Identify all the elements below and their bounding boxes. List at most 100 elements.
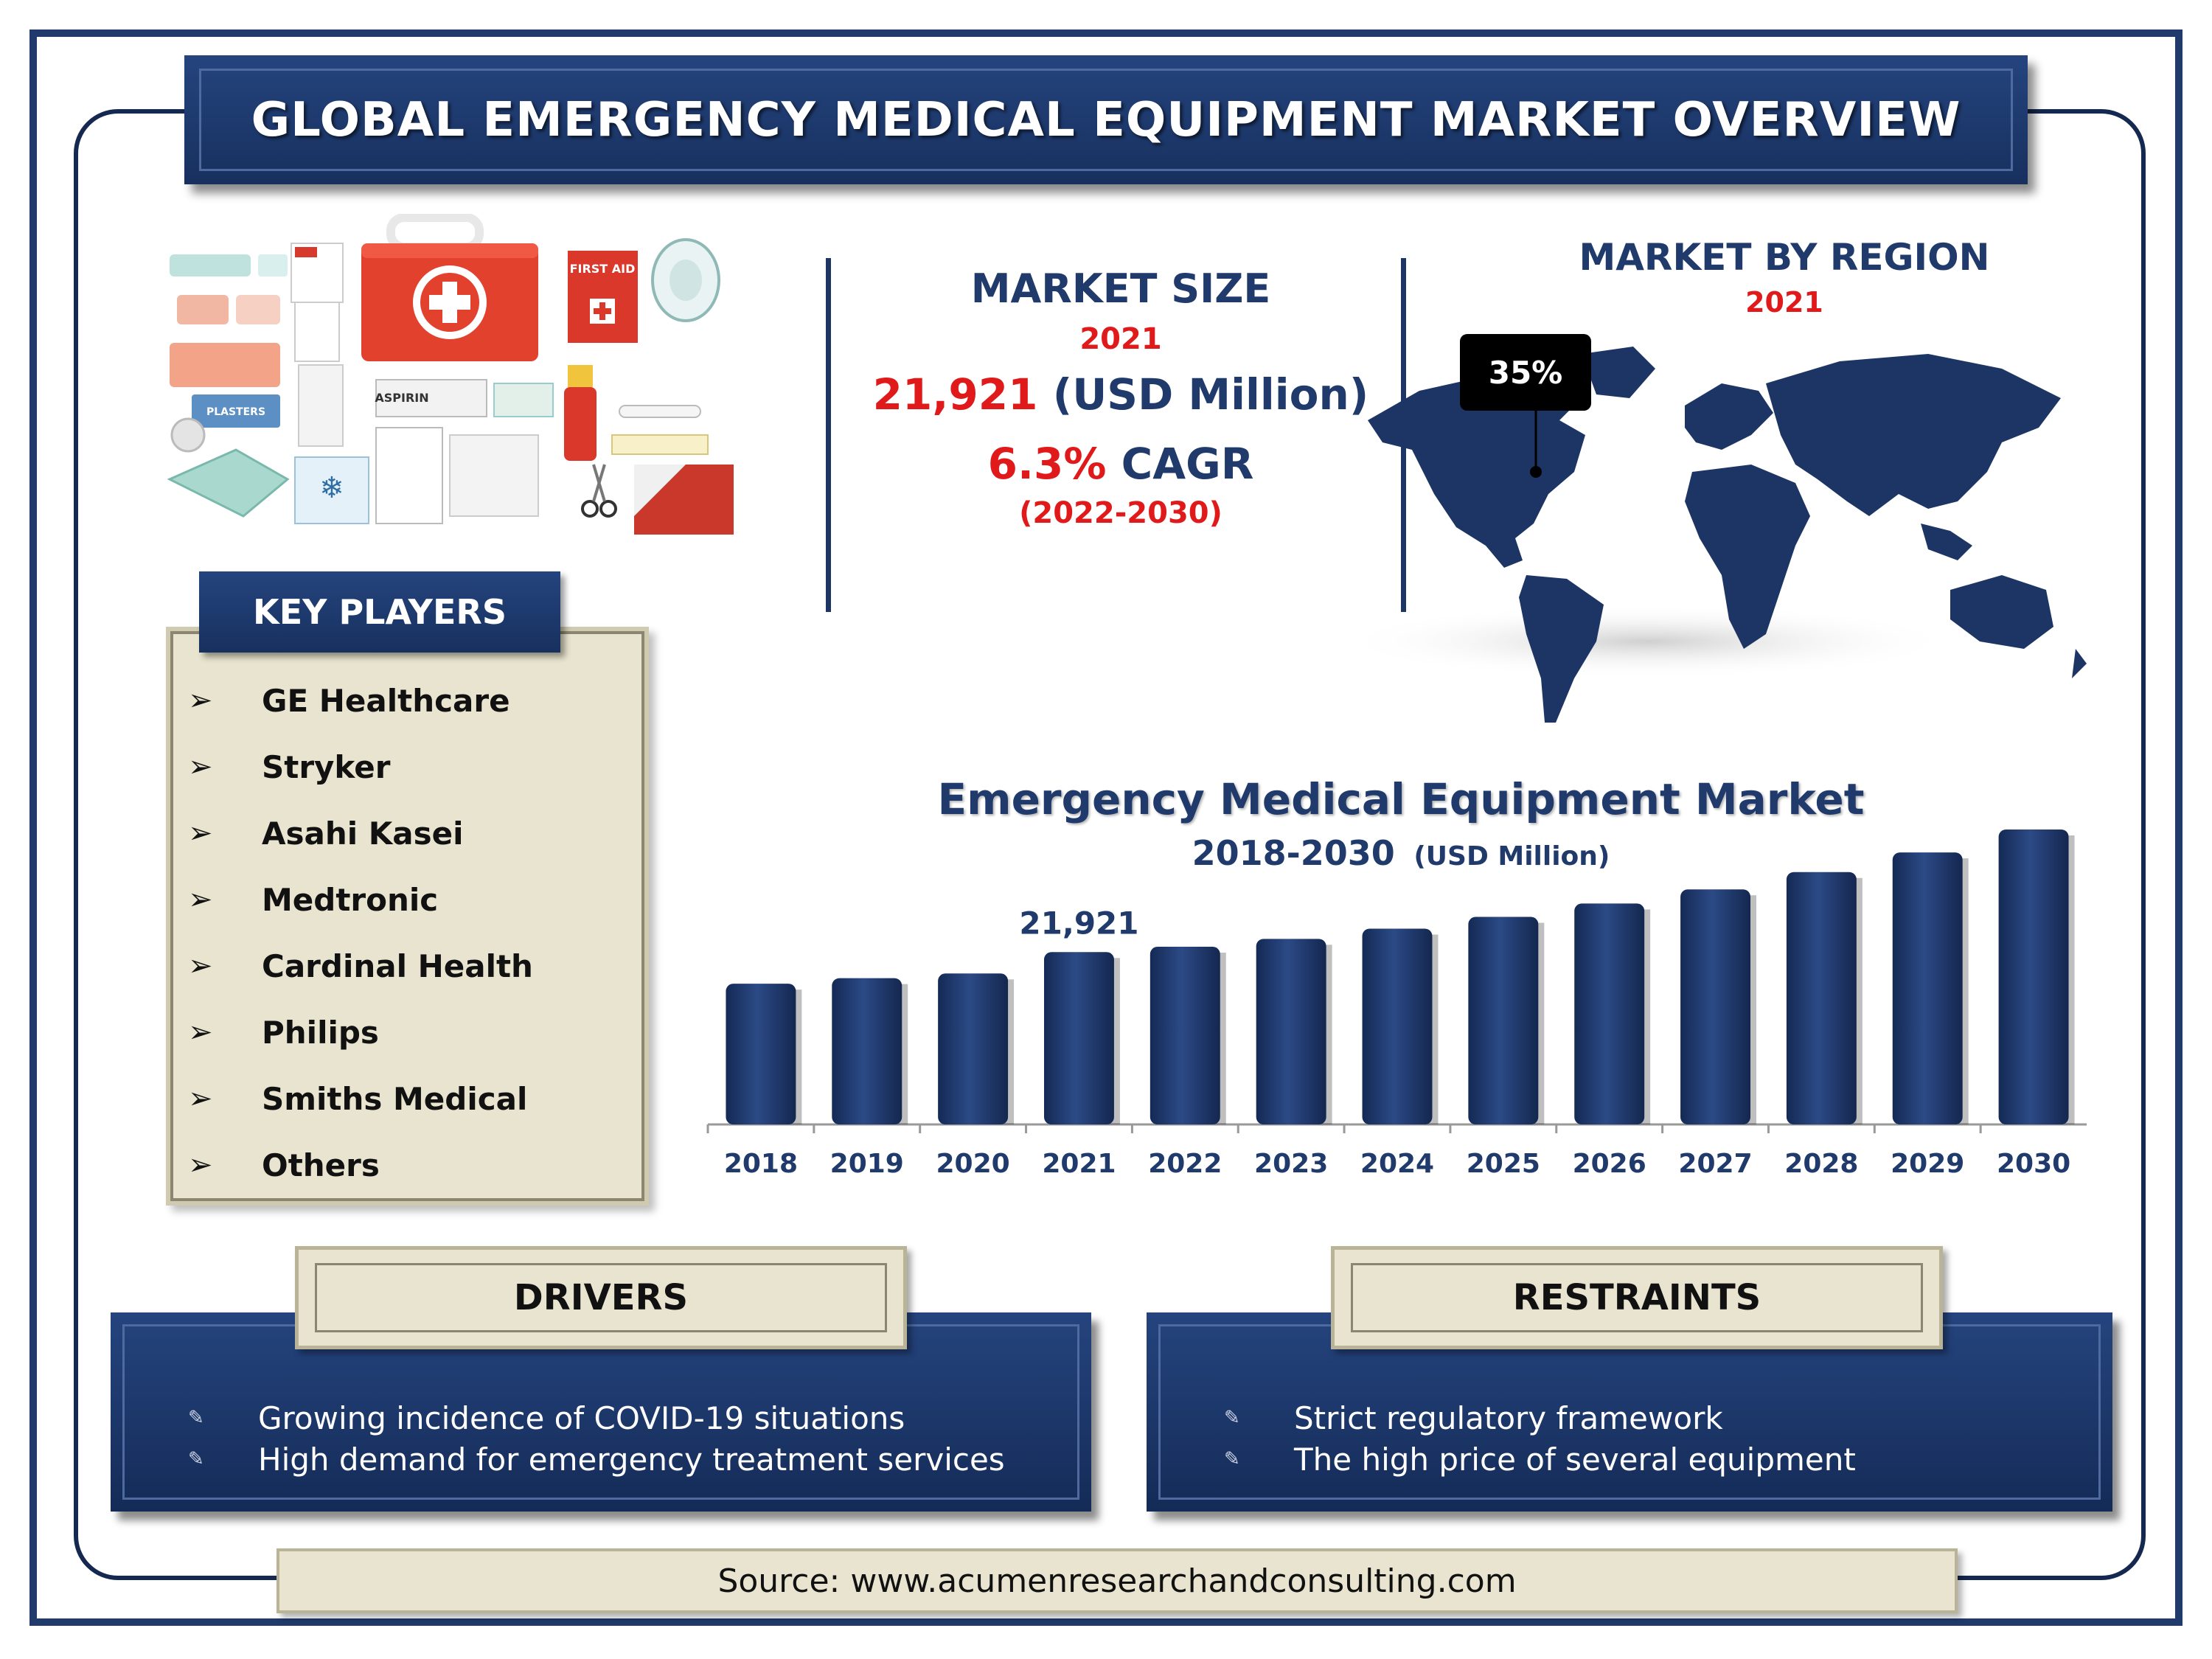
arrow-bullet-icon: ➢ xyxy=(188,1082,213,1116)
list-item: ➢ Others xyxy=(188,1147,380,1183)
bar-2022 xyxy=(1150,947,1220,1124)
chart-subtitle-years: 2018-2030 xyxy=(1192,833,1395,873)
region-panel: MARKET BY REGION 2021 xyxy=(1386,236,2183,319)
bar-2023 xyxy=(1256,939,1326,1124)
tick-label-2018: 2018 xyxy=(724,1149,798,1179)
region-callout: 35% xyxy=(1460,334,1591,411)
tick-label-2021: 2021 xyxy=(1042,1149,1116,1179)
arrow-bullet-icon: ➢ xyxy=(188,1015,213,1049)
arrow-bullet-icon: ➢ xyxy=(188,949,213,983)
tick-label-2020: 2020 xyxy=(936,1149,1010,1179)
thermometer xyxy=(619,405,701,418)
aspirin-label: ASPIRIN xyxy=(375,391,428,405)
plasters-label: PLASTERS xyxy=(206,406,265,418)
ointment-tube xyxy=(611,434,709,455)
key-players-panel xyxy=(166,627,649,1206)
pill-blister xyxy=(493,383,554,417)
emergency-blanket xyxy=(634,465,734,535)
tick-label-2027: 2027 xyxy=(1678,1149,1752,1179)
bandage-roll xyxy=(449,434,539,517)
gauze-pad xyxy=(375,427,443,524)
scissors xyxy=(581,464,617,518)
bullet-icon: ✎ xyxy=(1224,1448,1240,1470)
list-item: ➢ Cardinal Health xyxy=(188,947,533,984)
bar-2026 xyxy=(1574,903,1645,1124)
list-item: ➢ Asahi Kasei xyxy=(188,815,464,852)
cagr-period: (2022-2030) xyxy=(1019,496,1222,530)
bar-2025 xyxy=(1468,917,1539,1124)
tick-label-2019: 2019 xyxy=(830,1149,904,1179)
bar-2027 xyxy=(1680,889,1751,1124)
svg-text:❄: ❄ xyxy=(319,471,344,505)
market-size-year: 2021 xyxy=(1079,322,1162,356)
chart-subtitle-unit: (USD Million) xyxy=(1413,841,1610,872)
key-players-heading: KEY PLAYERS xyxy=(253,592,507,632)
africa xyxy=(1685,465,1810,649)
arrow-bullet-icon: ➢ xyxy=(188,883,213,917)
flashlight xyxy=(564,365,597,461)
drivers-tab: DRIVERS xyxy=(295,1246,907,1349)
market-size-heading: MARKET SIZE xyxy=(970,265,1271,312)
first-aid-kit-illustration: PLASTERS ❄ FIRST AID ASPIRIN xyxy=(167,214,734,535)
tick-label-2026: 2026 xyxy=(1573,1149,1646,1179)
market-size-panel: MARKET SIZE 2021 21,921 (USD Million) 6.… xyxy=(848,265,1394,530)
tick-label-2029: 2029 xyxy=(1891,1149,1964,1179)
list-item: ✎ Strict regulatory framework xyxy=(1224,1399,1723,1436)
tick-label-2023: 2023 xyxy=(1254,1149,1328,1179)
restraints-heading: RESTRAINTS xyxy=(1512,1277,1761,1318)
world-map xyxy=(1338,347,2087,723)
bar-2021 xyxy=(1043,952,1114,1124)
bar-2019 xyxy=(832,978,902,1124)
region-year: 2021 xyxy=(1745,286,1823,319)
source-bar: Source: www.acumenresearchandconsulting.… xyxy=(276,1548,1958,1613)
tick-label-2030: 2030 xyxy=(1997,1149,2070,1179)
arrow-bullet-icon: ➢ xyxy=(188,750,213,784)
cagr-value: 6.3% xyxy=(987,439,1107,489)
chart-subtitle: 2018-2030 (USD Million) xyxy=(737,833,2065,873)
bar-2028 xyxy=(1786,872,1857,1124)
list-item: ➢ Philips xyxy=(188,1014,379,1051)
tick-label-2024: 2024 xyxy=(1360,1149,1434,1179)
greenland xyxy=(1582,347,1655,398)
bar-2018 xyxy=(726,984,796,1124)
tick-label-2022: 2022 xyxy=(1148,1149,1222,1179)
bar-2020 xyxy=(938,973,1009,1124)
market-size-value: 21,921 (USD Million) xyxy=(848,369,1394,420)
drivers-heading: DRIVERS xyxy=(513,1277,689,1318)
south-east-asia xyxy=(1921,524,1972,560)
title-banner: GLOBAL EMERGENCY MEDICAL EQUIPMENT MARKE… xyxy=(184,55,2028,184)
asia xyxy=(1766,354,2061,516)
market-size-number: 21,921 xyxy=(872,369,1038,420)
restraints-list: ✎ Strict regulatory framework ✎ The high p… xyxy=(1224,1397,1856,1480)
bar-chart: 2018 2019 2020 2021 21,921 2022 2023 2024 2025 20… xyxy=(706,830,2087,1179)
drivers-list: ✎ Growing incidence of COVID-19 situation… xyxy=(188,1397,1005,1480)
tick-label-2028: 2028 xyxy=(1784,1149,1858,1179)
page-title: GLOBAL EMERGENCY MEDICAL EQUIPMENT MARKE… xyxy=(251,92,1961,147)
red-medical-case xyxy=(361,214,538,361)
oxygen-mask xyxy=(651,238,720,322)
drivers-box: ✎ Growing incidence of COVID-19 situation… xyxy=(111,1312,1091,1512)
bullet-icon: ✎ xyxy=(1224,1407,1240,1429)
new-zealand xyxy=(2072,649,2087,678)
data-label-2021: 21,921 xyxy=(1019,905,1138,941)
chart-title: Emergency Medical Equipment Market xyxy=(937,774,1865,824)
bar-2030 xyxy=(1998,830,2069,1124)
list-item: ➢ GE Healthcare xyxy=(188,682,510,719)
kit-supplies-left: PLASTERS ❄ xyxy=(167,243,369,524)
bullet-icon: ✎ xyxy=(188,1448,204,1470)
first-aid-label: FIRST AID xyxy=(570,262,636,276)
list-item: ➢ Medtronic xyxy=(188,881,439,918)
cagr-label: CAGR xyxy=(1121,439,1254,489)
arrow-bullet-icon: ➢ xyxy=(188,816,213,850)
bullet-icon: ✎ xyxy=(188,1407,204,1429)
bar-2029 xyxy=(1892,852,1963,1124)
outer-frame xyxy=(29,29,2183,1626)
cagr: 6.3% CAGR xyxy=(848,439,1394,489)
list-item: ✎ Growing incidence of COVID-19 situation… xyxy=(188,1399,905,1436)
divider-left xyxy=(826,258,831,612)
list-item: ➢ Smiths Medical xyxy=(188,1080,528,1117)
europe xyxy=(1685,383,1773,450)
first-aid-manual: FIRST AID xyxy=(568,251,638,343)
market-size-unit: (USD Million) xyxy=(1052,369,1369,420)
key-players-header: KEY PLAYERS xyxy=(199,571,560,653)
